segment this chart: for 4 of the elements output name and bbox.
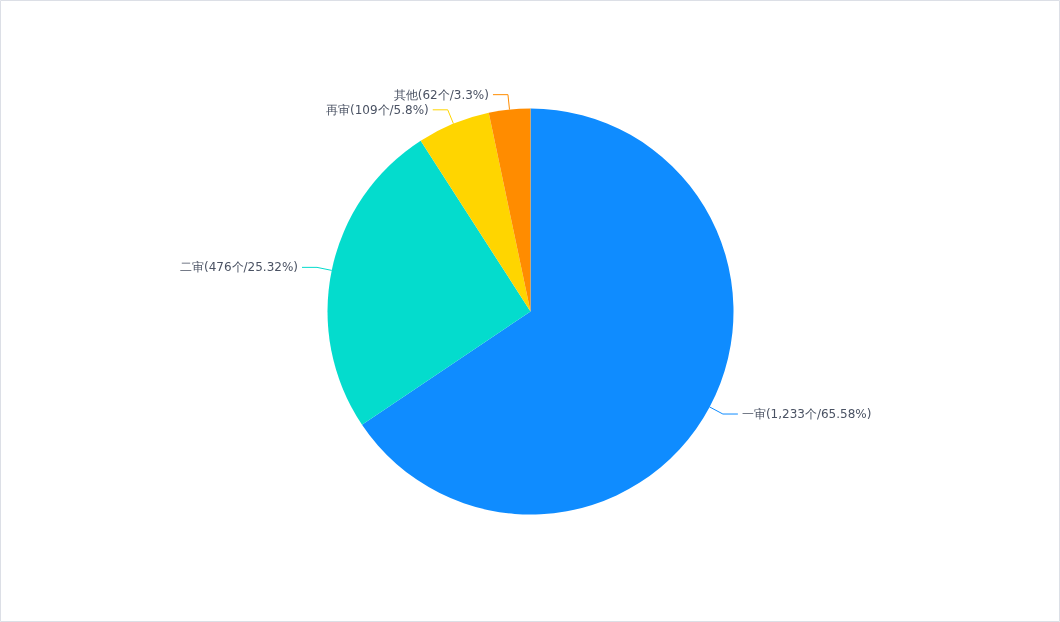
slice-label: 二审(476个/25.32%)	[179, 260, 299, 275]
slice-label: 其他(62个/3.3%)	[393, 87, 489, 102]
slice-label: 再审(109个/5.8%)	[325, 102, 429, 117]
slice-label: 一审(1,233个/65.58%)	[741, 407, 872, 422]
